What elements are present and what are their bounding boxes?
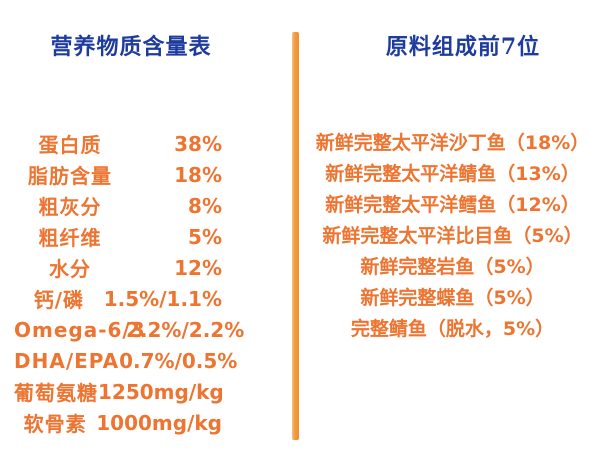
table-row: 软骨素 1000mg/kg [14,407,222,438]
vertical-divider [292,32,299,440]
table-row: 脂肪含量 18% [14,159,222,190]
list-item: 新鲜完整太平洋鲭鱼（13%） [325,163,580,185]
nutrient-value: 8% [188,193,222,218]
nutrient-label: 蛋白质 [38,133,102,157]
list-item: 新鲜完整太平洋比目鱼（5%） [322,225,583,247]
nutrient-value: 12% [174,255,222,280]
nutrient-label: 软骨素 [23,412,87,436]
nutrient-value: 18% [174,162,222,187]
ingredient-list: 新鲜完整太平洋沙丁鱼（18%） 新鲜完整太平洋鲭鱼（13%） 新鲜完整太平洋鳕鱼… [305,128,600,345]
nutrient-label: 葡萄氨糖 [14,381,98,405]
nutrient-value: 1.5%/1.1% [103,286,222,311]
nutrient-label: 钙/磷 [33,288,85,312]
list-item: 新鲜完整太平洋鳕鱼（12%） [325,194,580,216]
nutrient-value: 5% [188,224,222,249]
list-item: 新鲜完整岩鱼（5%） [360,256,545,278]
list-item: 新鲜完整太平洋沙丁鱼（18%） [315,132,590,154]
nutrient-value: 1000mg/kg [96,410,222,435]
nutrient-label: 粗灰分 [38,195,102,219]
nutrient-label: Omega-6/3 [14,317,146,342]
table-row: 粗纤维 5% [14,221,223,252]
table-row: 粗灰分 8% [14,190,223,221]
nutrient-label: 粗纤维 [38,226,102,250]
nutrient-value: 0.7%/0.5% [119,348,238,373]
table-row: DHA/EPA 0.7%/0.5% [14,345,237,376]
nutrition-table-title: 营养物质含量表 [50,34,212,60]
ingredients-title: 原料组成前7位 [385,34,541,60]
table-row: Omega-6/3 2.2%/2.2% [14,314,244,345]
nutrient-label: DHA/EPA [14,348,120,373]
nutrient-label: 脂肪含量 [28,164,112,188]
nutrient-value: 38% [174,131,222,156]
table-row: 葡萄氨糖 1250mg/kg [14,376,224,407]
list-item: 完整鲭鱼（脱水，5%） [350,318,555,340]
table-row: 水分 12% [14,252,222,283]
table-row: 钙/磷 1.5%/1.1% [14,283,222,314]
nutrient-label: 水分 [49,257,91,281]
nutrient-value: 1250mg/kg [98,379,224,404]
table-row: 蛋白质 38% [14,128,223,159]
list-item: 新鲜完整蝶鱼（5%） [360,287,545,309]
nutrient-value: 2.2%/2.2% [126,317,245,342]
nutrition-table: 蛋白质 38% 脂肪含量 18% 粗灰分 8% 粗纤维 5% 水分 12% 钙/… [14,128,244,438]
